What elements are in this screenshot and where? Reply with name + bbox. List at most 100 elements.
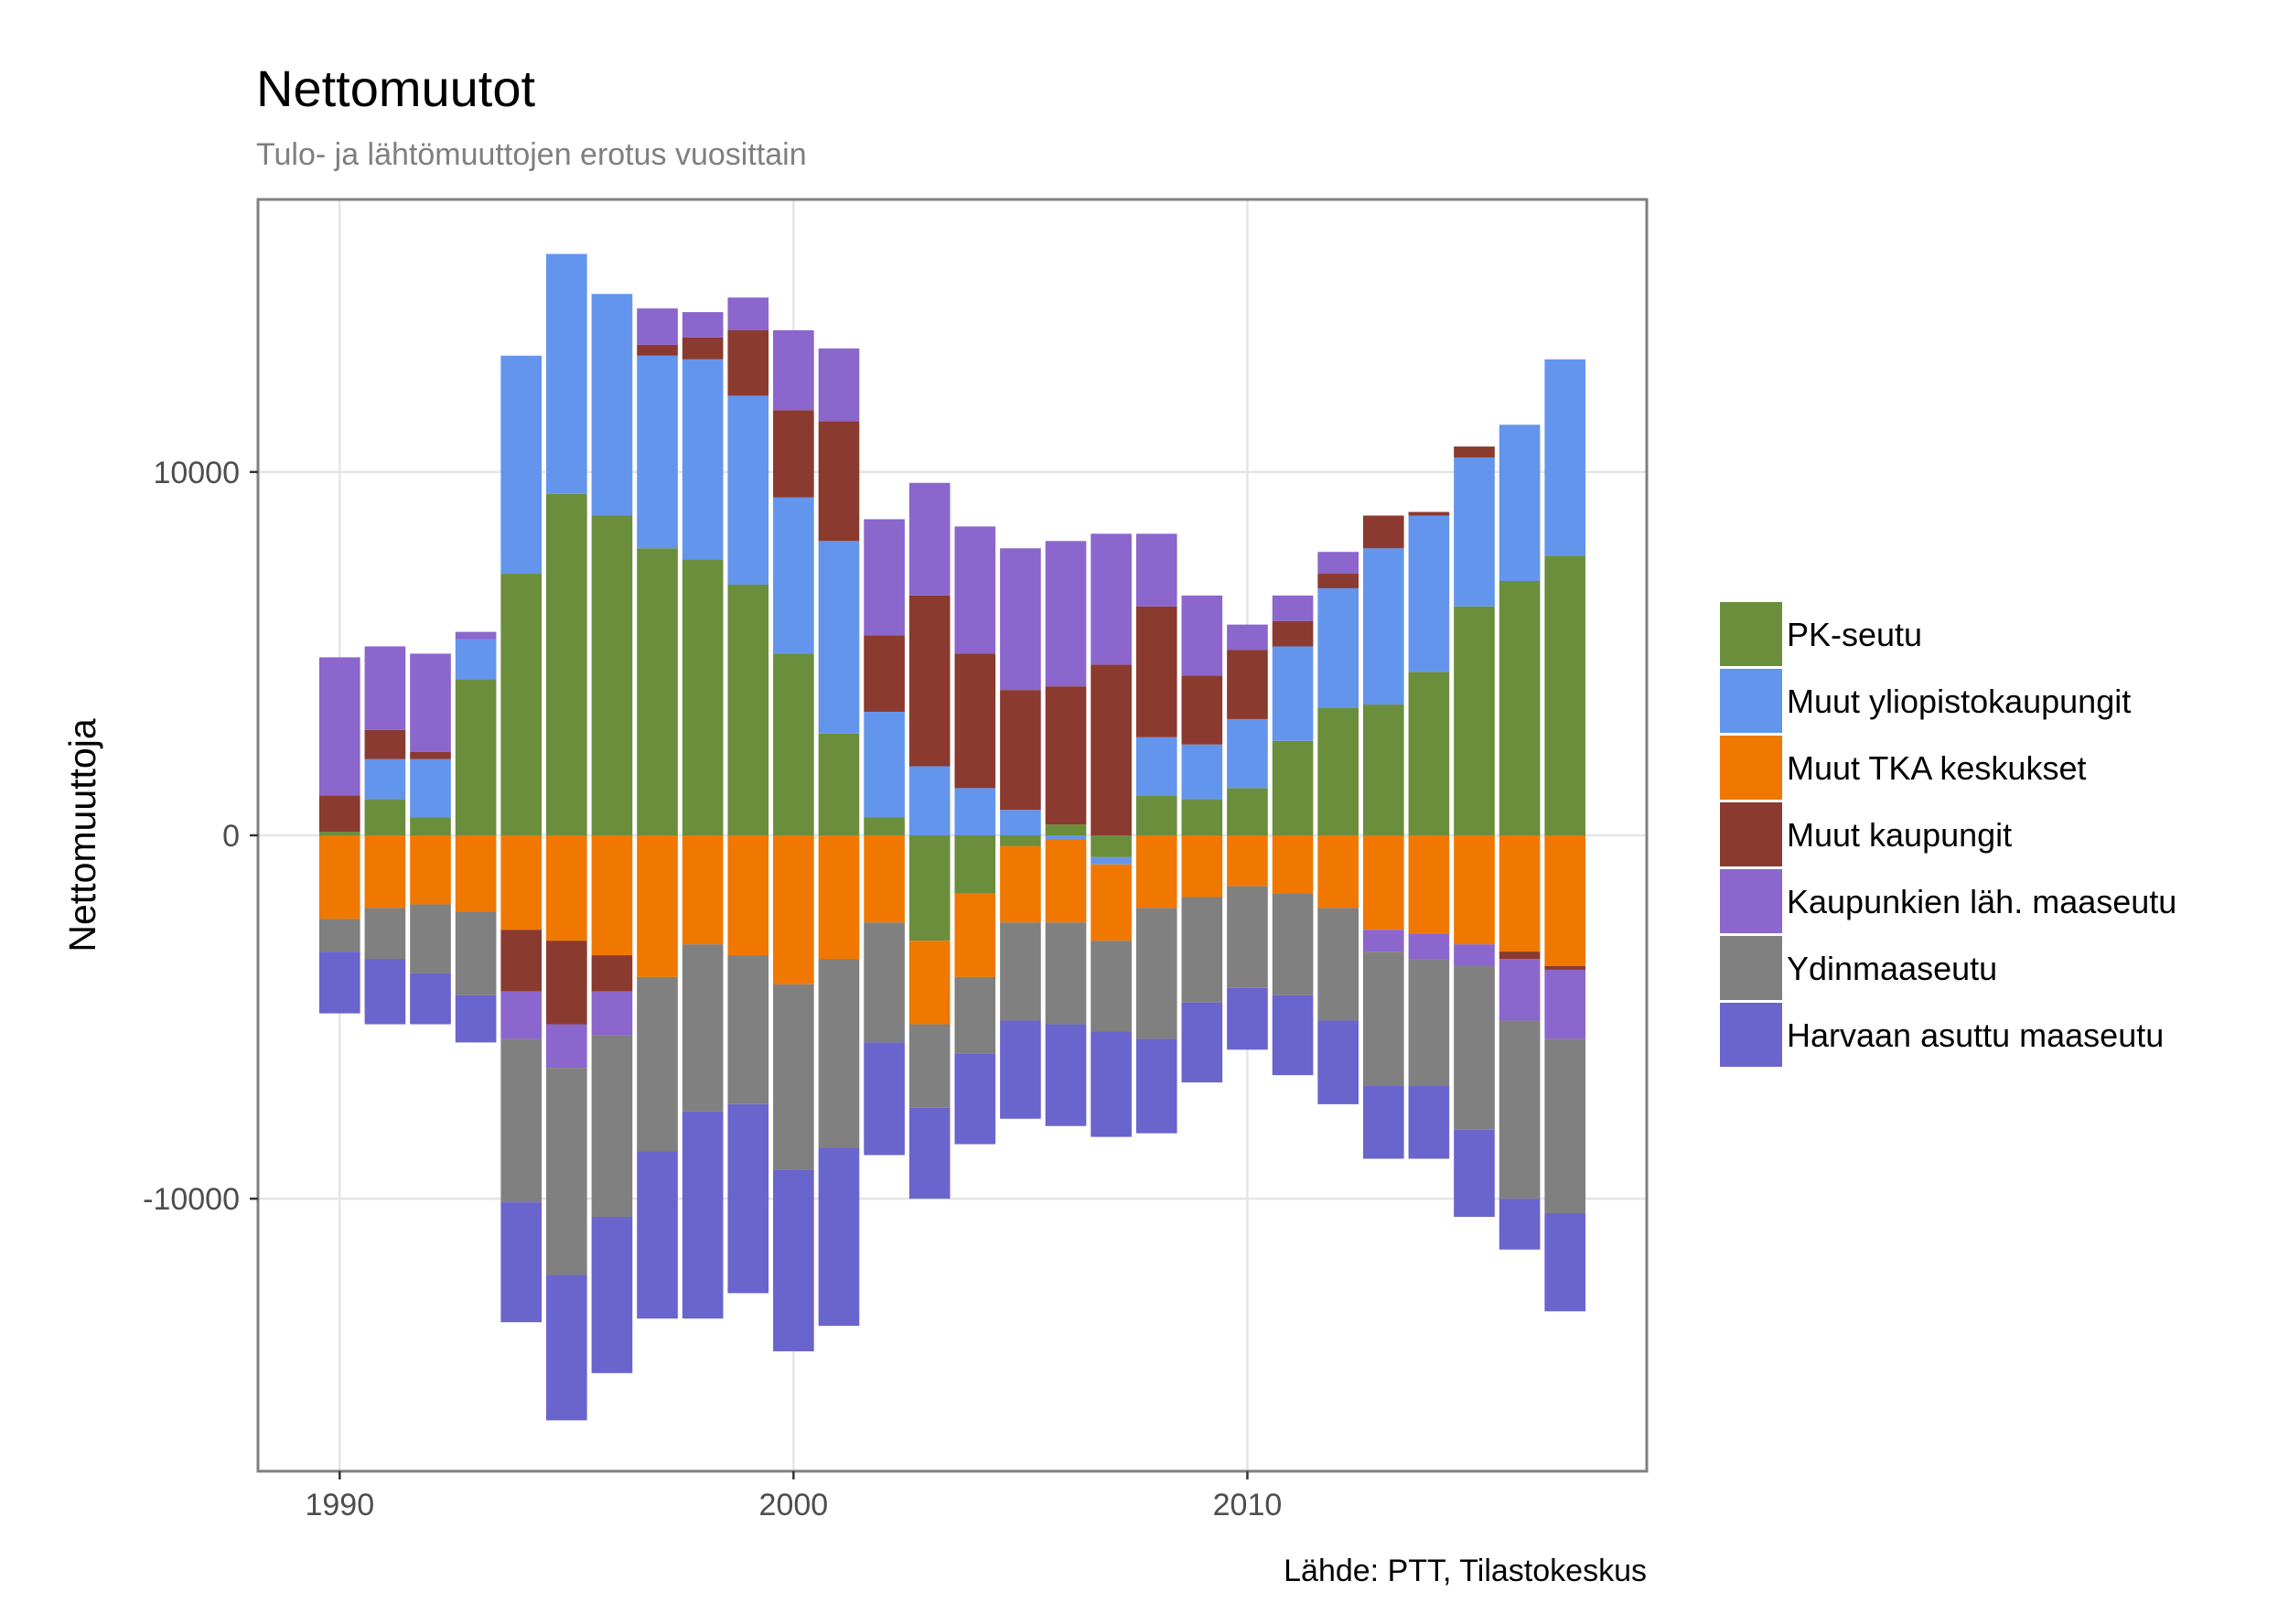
legend-item: Ydinmaaseutu	[1720, 936, 1997, 1000]
bar-segment: Kaupunkien läh. maaseutu 2010: 700	[1227, 624, 1268, 651]
bar-segment: PK-seutu 2010: 1300	[1227, 788, 1268, 835]
bar-segment: Ydinmaaseutu 2013: -3700	[1362, 952, 1404, 1087]
bar-segment: Ydinmaaseutu 2014: -3500	[1408, 959, 1450, 1087]
legend-item: Muut yliopistokaupungit	[1720, 669, 2131, 733]
bar-segment: PK-seutu 2001: 2800	[818, 733, 860, 835]
bar-segment: Muut yliopistokaupungit 2001: 5300	[818, 541, 860, 734]
bar-segment: Kaupunkien läh. maaseutu 1991: 2300	[364, 646, 406, 730]
bar-segment: Muut TKA keskukset 2010: -1400	[1227, 835, 1268, 887]
bar-segment: Muut kaupungit 2004: 3700	[954, 653, 996, 789]
bar-segment: Muut TKA keskukset 2013: -2600	[1362, 835, 1404, 930]
bar-segment: Harvaan asuttu maaseutu 2001: -4900	[818, 1147, 860, 1327]
bar-segment: PK-seutu 2006: 300	[1045, 824, 1087, 835]
bar-segment: PK-seutu 1990: 100	[318, 832, 360, 835]
bar-segment: Muut TKA keskukset 1997: -3900	[637, 835, 678, 977]
bar-segment: Muut yliopistokaupungit 2012: 3300	[1317, 587, 1359, 708]
bar-segment: Muut yliopistokaupungit 2002: 2900	[864, 711, 905, 818]
bar-segment: Ydinmaaseutu 2004: -2100	[954, 976, 996, 1054]
legend-item: PK-seutu	[1720, 602, 1922, 666]
bar-segment: Harvaan asuttu maaseutu 2003: -2500	[908, 1107, 951, 1199]
bar-segment: Ydinmaaseutu 1997: -4800	[637, 976, 678, 1152]
bar-segment: Muut kaupungit 1999: 1800	[727, 329, 769, 396]
bar-segment: Kaupunkien läh. maaseutu 2016: -1700	[1499, 959, 1541, 1021]
bar-segment: Muut TKA keskukset 2015: -3000	[1454, 835, 1495, 945]
bar-segment: PK-seutu 2009: 1000	[1181, 799, 1223, 835]
bar-segment: PK-seutu 2017: 7700	[1544, 555, 1586, 835]
bar-segment: Muut kaupungit 2009: 1900	[1181, 675, 1223, 745]
bar-segment: Harvaan asuttu maaseutu 2000: -5000	[773, 1169, 814, 1351]
bar-segment: Ydinmaaseutu 2006: -2800	[1045, 922, 1087, 1025]
bar-segment: PK-seutu 1991: 1000	[364, 799, 406, 835]
bar-segment: Muut TKA keskukset 2006: -2300	[1045, 838, 1087, 923]
bar-segment: Kaupunkien läh. maaseutu 2008: 2000	[1135, 533, 1177, 607]
bar-segment: Muut yliopistokaupungit 1995: 6600	[546, 253, 587, 494]
bar-segment: Muut TKA keskukset 2001: -3400	[818, 835, 860, 960]
legend-key	[1720, 736, 1782, 800]
bar-segment: Muut yliopistokaupungit 1998: 5500	[682, 359, 724, 560]
bar-segment: Harvaan asuttu maaseutu 2015: -2400	[1454, 1129, 1495, 1217]
bar-segment: PK-seutu 1992: 500	[410, 817, 451, 835]
bar-segment: Muut yliopistokaupungit 2004: 1300	[954, 788, 996, 835]
bar-segment: Ydinmaaseutu 2008: -3600	[1135, 908, 1177, 1039]
bar-segment: Muut TKA keskukset 1994: -2600	[500, 835, 543, 930]
bar-segment: Harvaan asuttu maaseutu 1998: -5700	[682, 1111, 724, 1319]
bar-segment: Ydinmaaseutu 1993: -2300	[455, 911, 497, 995]
bar-segment: PK-seutu 1997: 7900	[637, 548, 678, 835]
bar-segment: Muut yliopistokaupungit 2007: -200	[1091, 856, 1132, 865]
bar-segment: PK-seutu 2015: 6300	[1454, 606, 1495, 835]
bar-segment: Muut kaupungit 2006: 3800	[1045, 686, 1087, 825]
bar-segment: Muut TKA keskukset 2005: -2100	[1000, 845, 1041, 923]
bar-segment: Kaupunkien läh. maaseutu 1999: 900	[727, 297, 769, 330]
bar-segment: Kaupunkien läh. maaseutu 2000: 2200	[773, 329, 814, 411]
bar-segment: PK-seutu 2000: 5000	[773, 653, 814, 835]
bar-segment: Harvaan asuttu maaseutu 2002: -3100	[864, 1042, 905, 1156]
bar-segment: Kaupunkien läh. maaseutu 2005: 3900	[1000, 548, 1041, 691]
bar-segment: Muut TKA keskukset 1995: -2900	[546, 835, 587, 941]
bar-segment: PK-seutu 1998: 7600	[682, 559, 724, 835]
bar-segment: Muut yliopistokaupungit 2000: 4300	[773, 497, 814, 654]
bar-segment: Muut TKA keskukset 1999: -3300	[727, 835, 769, 956]
bar-segment: Kaupunkien läh. maaseutu 1994: -1300	[500, 991, 543, 1039]
bar-segment: Ydinmaaseutu 2010: -2800	[1227, 886, 1268, 988]
bar-segment: Muut yliopistokaupungit 2013: 4300	[1362, 548, 1404, 705]
bar-segment: Muut kaupungit 2014: 100	[1408, 511, 1450, 516]
bar-segment: Kaupunkien läh. maaseutu 2002: 3200	[864, 519, 905, 636]
bar-segment: Muut TKA keskukset 2016: -3200	[1499, 835, 1541, 952]
bar-segment: Muut kaupungit 1990: 1000	[318, 795, 360, 833]
bar-segment: Muut yliopistokaupungit 2008: 1600	[1135, 737, 1177, 796]
bar-segment: Kaupunkien läh. maaseutu 2001: 2000	[818, 348, 860, 422]
bar-segment: PK-seutu 2004: -1600	[954, 835, 996, 894]
bar-segment: Muut yliopistokaupungit 1993: 1100	[455, 639, 497, 680]
bar-segment: Harvaan asuttu maaseutu 1997: -4600	[637, 1151, 678, 1319]
bar-segment: Harvaan asuttu maaseutu 1999: -5200	[727, 1103, 769, 1294]
bar-segment: Muut TKA keskukset 1996: -3300	[591, 835, 633, 956]
bar-segment: Harvaan asuttu maaseutu 1990: -1700	[318, 952, 360, 1014]
y-tick-label: 10000	[153, 456, 240, 490]
bar-segment: Harvaan asuttu maaseutu 2017: -2700	[1544, 1213, 1586, 1312]
bar-segment: Ydinmaaseutu 1998: -4600	[682, 944, 724, 1112]
bar-segment: Harvaan asuttu maaseutu 2012: -2300	[1317, 1020, 1359, 1104]
bar-segment: Muut TKA keskukset 1998: -3000	[682, 835, 724, 945]
bar-segment: Muut kaupungit 2007: 4700	[1091, 664, 1132, 835]
bar-segment: Kaupunkien läh. maaseutu 2009: 2200	[1181, 595, 1223, 676]
bar-segment: Muut TKA keskukset 2008: -2000	[1135, 835, 1177, 909]
bar-segment: Harvaan asuttu maaseutu 2008: -2600	[1135, 1038, 1177, 1134]
legend-label: Kaupunkien läh. maaseutu	[1787, 883, 2176, 920]
bar-segment: PK-seutu 2012: 3500	[1317, 708, 1359, 835]
bar-segment: Muut yliopistokaupungit 2006: -100	[1045, 835, 1087, 839]
bar-segment: Muut kaupungit 1997: 300	[637, 344, 678, 356]
bar-segment: PK-seutu 2002: 500	[864, 817, 905, 835]
bar-segment: Muut yliopistokaupungit 2011: 2600	[1272, 646, 1314, 741]
bar-segment: Muut yliopistokaupungit 1991: 1100	[364, 758, 406, 800]
bar-segment: Muut TKA keskukset 2011: -1600	[1272, 835, 1314, 894]
y-tick-label: -10000	[143, 1182, 240, 1217]
bar-segment: Muut TKA keskukset 2002: -2400	[864, 835, 905, 923]
bar-segment: Muut kaupungit 2016: -200	[1499, 952, 1541, 960]
bar-segment: PK-seutu 1993: 4300	[455, 679, 497, 835]
bar-segment: PK-seutu 2016: 7000	[1499, 581, 1541, 835]
bar-segment: Kaupunkien läh. maaseutu 2011: 700	[1272, 595, 1314, 621]
legend-key	[1720, 869, 1782, 933]
bar-segment: Harvaan asuttu maaseutu 2009: -2200	[1181, 1002, 1223, 1083]
bar-segment: Ydinmaaseutu 1991: -1400	[364, 908, 406, 960]
bar-segment: Ydinmaaseutu 1992: -1900	[410, 904, 451, 973]
